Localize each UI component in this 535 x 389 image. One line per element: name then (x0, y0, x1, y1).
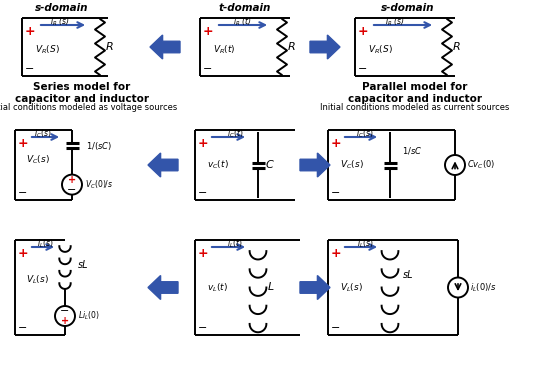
Text: −: − (331, 323, 340, 333)
Text: +: + (358, 25, 369, 38)
Text: $I_C(s)$: $I_C(s)$ (34, 128, 52, 140)
Text: +: + (68, 175, 76, 185)
Text: Series model for
capacitor and inductor: Series model for capacitor and inductor (15, 82, 149, 104)
Text: $I_R$ (s): $I_R$ (s) (385, 16, 405, 28)
Polygon shape (150, 35, 180, 59)
Text: $V_L(s)$: $V_L(s)$ (26, 273, 49, 286)
Text: −: − (358, 64, 368, 74)
Text: +: + (198, 137, 209, 150)
Text: Initial conditions modeled as current sources: Initial conditions modeled as current so… (320, 103, 510, 112)
Text: $I_R$ (s): $I_R$ (s) (50, 16, 70, 28)
Text: $V_C(0)/s$: $V_C(0)/s$ (85, 178, 113, 191)
Text: −: − (203, 64, 212, 74)
Text: +: + (61, 315, 69, 326)
Text: −: − (198, 188, 208, 198)
Text: +: + (203, 25, 213, 38)
Text: sL: sL (403, 270, 414, 280)
Text: $1/sC$: $1/sC$ (402, 144, 422, 156)
Text: +: + (331, 247, 342, 260)
Text: $V_C(s)$: $V_C(s)$ (26, 154, 50, 166)
Polygon shape (300, 153, 330, 177)
Text: $I_L(s)$: $I_L(s)$ (36, 238, 54, 250)
Text: sL: sL (78, 260, 88, 270)
Text: $V_L(s)$: $V_L(s)$ (340, 281, 363, 294)
Text: $i_R$ (t): $i_R$ (t) (233, 16, 251, 28)
Polygon shape (148, 153, 178, 177)
Text: R: R (453, 42, 461, 52)
Polygon shape (310, 35, 340, 59)
Polygon shape (148, 275, 178, 300)
Text: $v_C(t)$: $v_C(t)$ (207, 159, 229, 171)
Text: $Li_L(0)$: $Li_L(0)$ (78, 310, 100, 322)
Text: −: − (18, 188, 27, 198)
Text: $V_R(S)$: $V_R(S)$ (368, 44, 393, 56)
Text: t-domain: t-domain (219, 3, 271, 13)
Polygon shape (300, 275, 330, 300)
Text: $i_L(0)/s$: $i_L(0)/s$ (470, 281, 496, 294)
Text: +: + (331, 137, 342, 150)
Text: −: − (18, 323, 27, 333)
Text: $I_L(s)$: $I_L(s)$ (357, 238, 373, 250)
Text: +: + (18, 137, 29, 150)
Text: s-domain: s-domain (35, 3, 89, 13)
Text: +: + (25, 25, 36, 38)
Text: Parallel model for
capacitor and inductor: Parallel model for capacitor and inducto… (348, 82, 482, 104)
Text: $i_C(t)$: $i_C(t)$ (227, 128, 243, 140)
Text: $i_L(t)$: $i_L(t)$ (227, 238, 243, 250)
Text: +: + (198, 247, 209, 260)
Text: C: C (265, 160, 273, 170)
Text: L: L (268, 282, 274, 293)
Text: −: − (67, 185, 77, 194)
Text: $V_R(S)$: $V_R(S)$ (35, 44, 60, 56)
Text: $I_C(s)$: $I_C(s)$ (356, 128, 374, 140)
Text: R: R (288, 42, 296, 52)
Text: −: − (198, 323, 208, 333)
Text: −: − (60, 306, 70, 316)
Text: Initial conditions modeled as voltage sources: Initial conditions modeled as voltage so… (0, 103, 177, 112)
Text: $V_R(t)$: $V_R(t)$ (213, 44, 235, 56)
Text: $1/(sC)$: $1/(sC)$ (86, 140, 112, 152)
Text: −: − (331, 188, 340, 198)
Text: +: + (18, 247, 29, 260)
Text: $Cv_C(0)$: $Cv_C(0)$ (467, 159, 495, 171)
Text: s-domain: s-domain (381, 3, 435, 13)
Text: R: R (106, 42, 114, 52)
Text: −: − (25, 64, 34, 74)
Text: $V_C(s)$: $V_C(s)$ (340, 159, 364, 171)
Text: $v_L(t)$: $v_L(t)$ (207, 281, 228, 294)
